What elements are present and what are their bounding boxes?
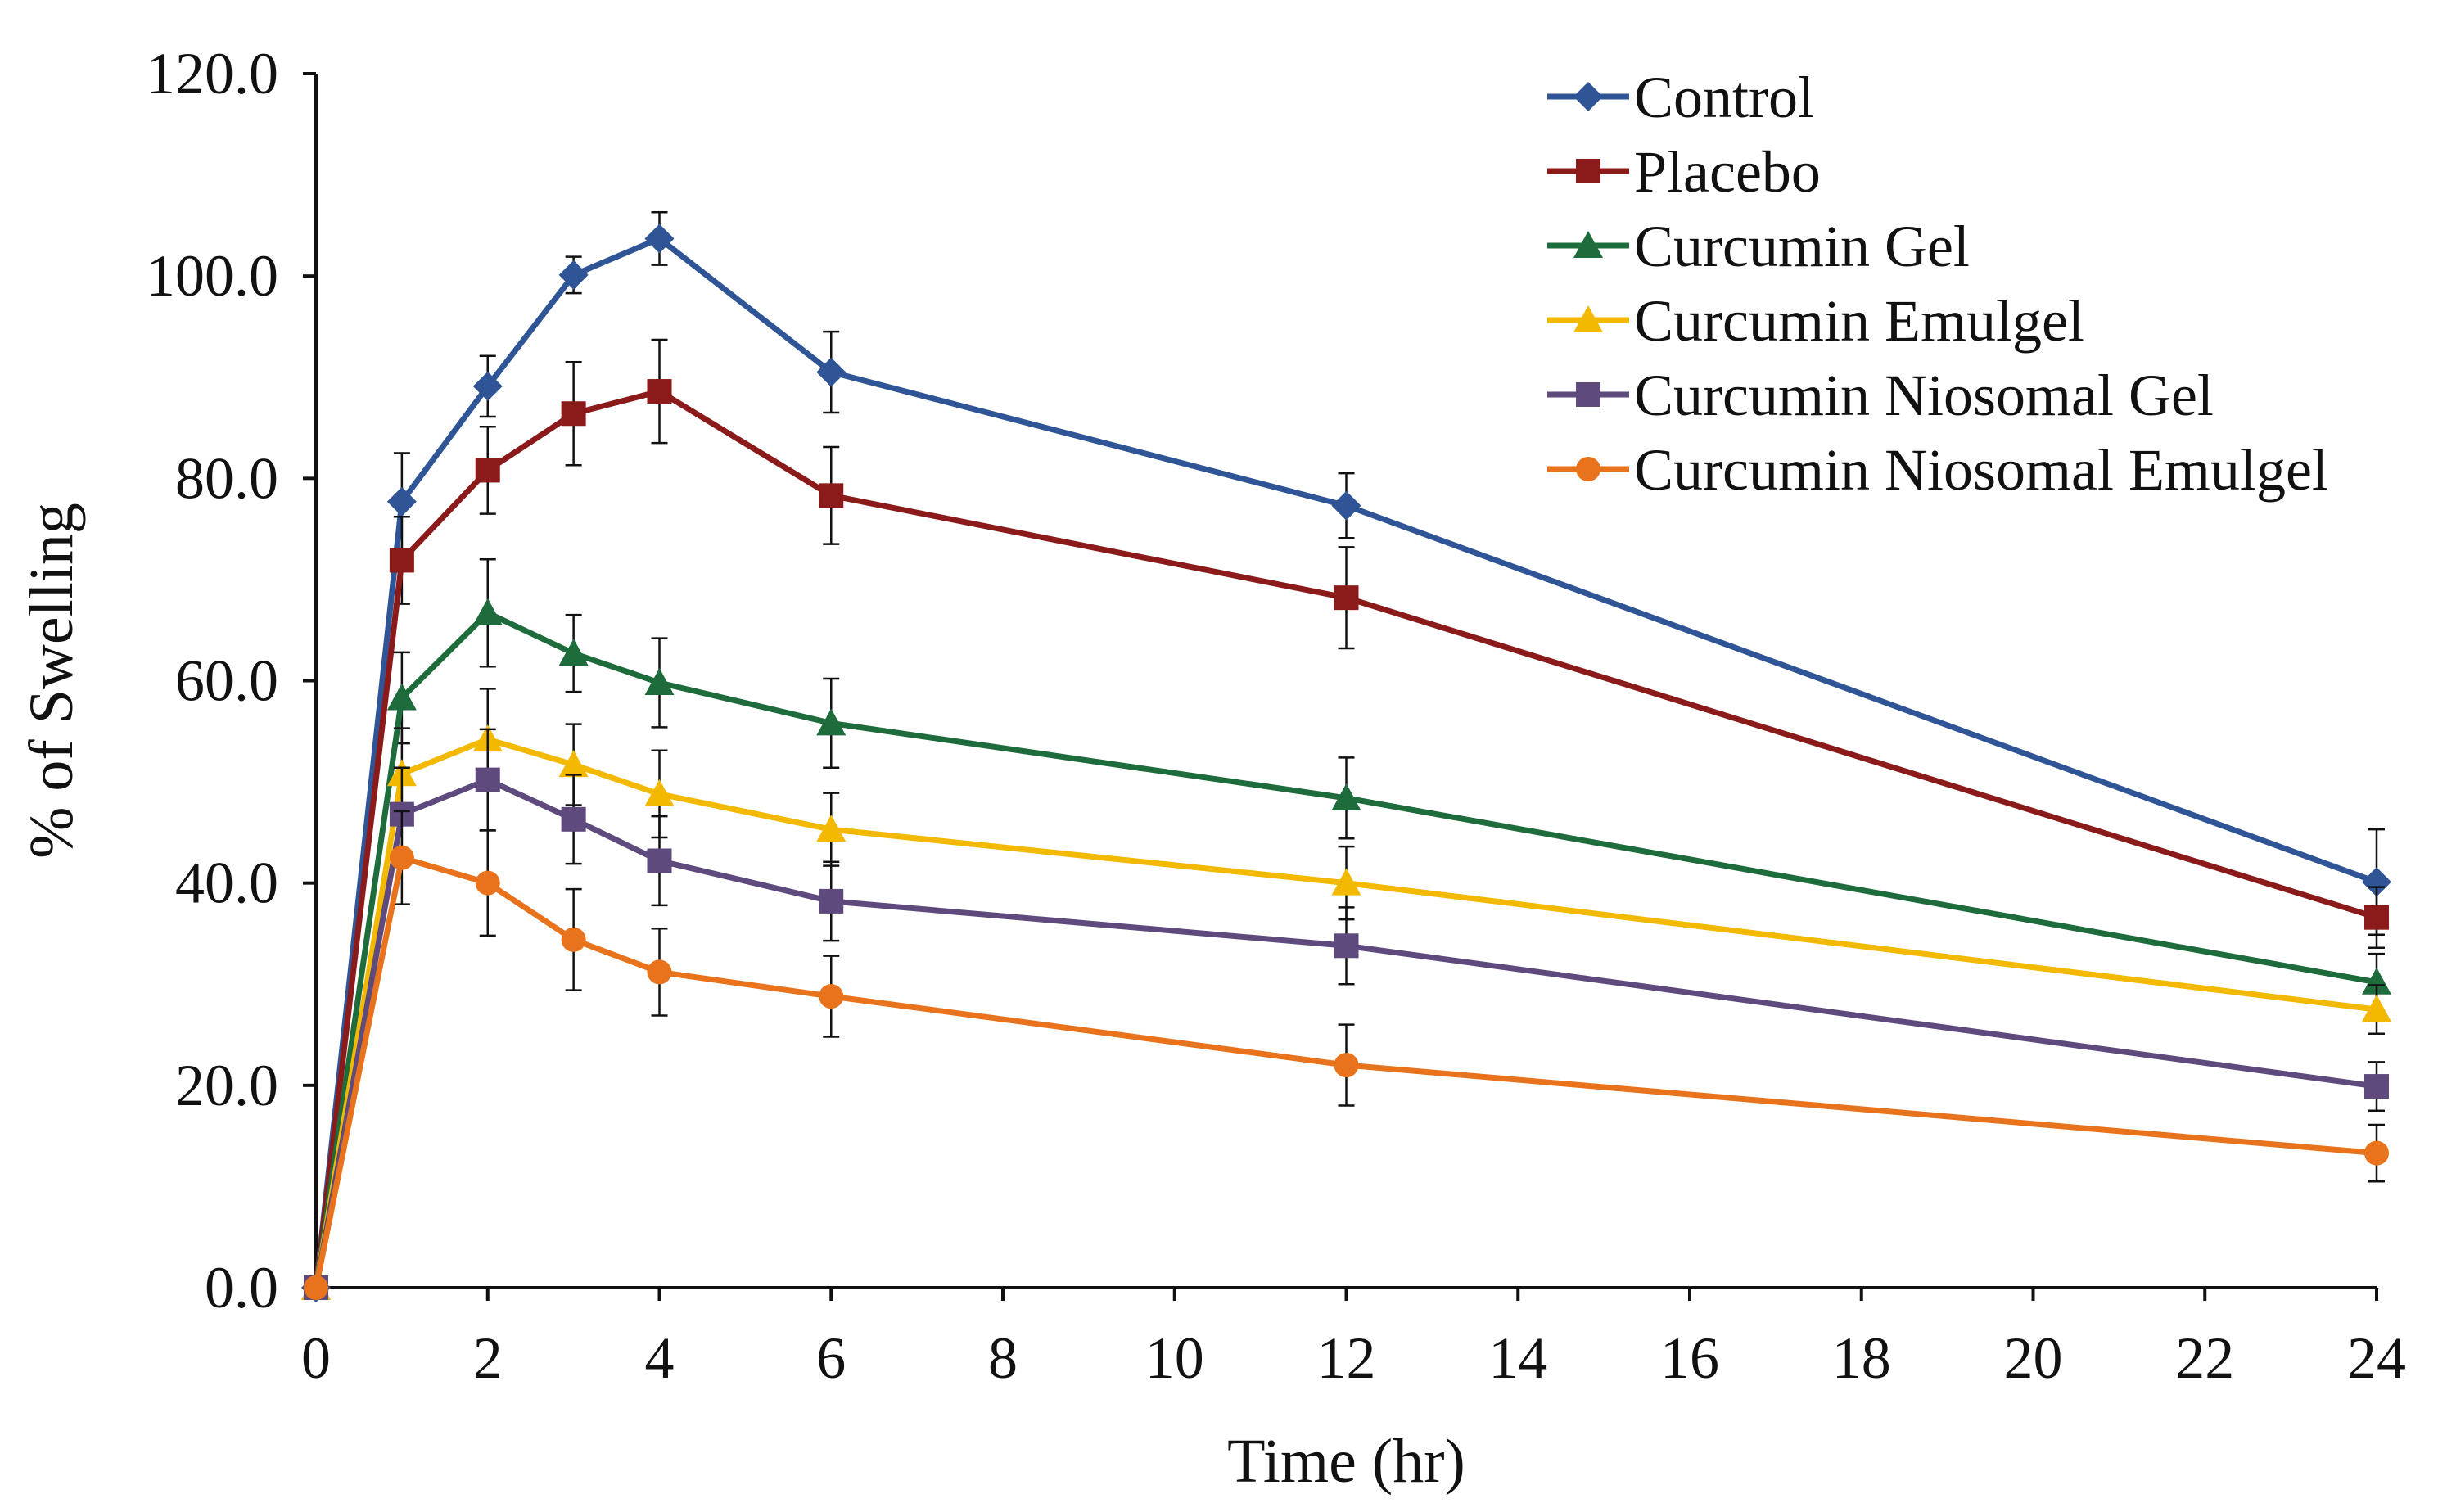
data-point-curcumin-niosomal-emulgel xyxy=(304,1275,328,1300)
series-layer xyxy=(301,211,2391,1302)
data-point-curcumin-niosomal-gel xyxy=(647,848,672,873)
x-axis-title: Time (hr) xyxy=(1227,1427,1465,1496)
x-tick-label: 6 xyxy=(816,1325,846,1391)
data-point-placebo xyxy=(389,548,414,573)
data-point-control xyxy=(386,486,417,517)
x-tick-label: 18 xyxy=(1832,1325,1891,1391)
x-tick-label: 2 xyxy=(473,1325,503,1391)
legend-item-placebo: Placebo xyxy=(1547,139,1821,205)
y-tick-label: 120.0 xyxy=(146,41,278,106)
y-tick-label: 80.0 xyxy=(175,445,278,511)
legend-marker xyxy=(1573,305,1603,332)
y-tick-label: 40.0 xyxy=(175,851,278,916)
y-axis-title: % of Swelling xyxy=(17,503,86,859)
data-point-curcumin-gel xyxy=(472,598,503,625)
data-point-curcumin-niosomal-gel xyxy=(819,888,844,914)
legend-item-curcumin-gel: Curcumin Gel xyxy=(1547,214,1970,279)
legend-label: Curcumin Gel xyxy=(1634,214,1970,279)
data-point-curcumin-gel xyxy=(558,639,589,666)
y-tick-label: 0.0 xyxy=(205,1255,278,1320)
legend-item-control: Control xyxy=(1547,65,1814,130)
x-tick-label: 24 xyxy=(2347,1325,2406,1391)
series-curcumin-gel xyxy=(301,557,2391,1300)
x-tick-label: 8 xyxy=(988,1325,1018,1391)
data-point-curcumin-niosomal-emulgel xyxy=(475,870,500,896)
data-point-curcumin-gel xyxy=(386,683,417,711)
series-line-placebo xyxy=(313,388,2378,1289)
data-point-placebo xyxy=(561,401,586,427)
data-point-control xyxy=(1331,490,1361,521)
series-line-curcumin-niosomal-emulgel xyxy=(313,855,2377,1289)
data-point-curcumin-niosomal-gel xyxy=(561,806,586,832)
x-tick-label: 16 xyxy=(1660,1325,1719,1391)
legend-marker xyxy=(1576,382,1600,407)
series-placebo xyxy=(304,338,2389,1300)
legend-label: Curcumin Niosomal Gel xyxy=(1634,363,2214,428)
y-tick-label: 20.0 xyxy=(175,1053,278,1118)
data-point-control xyxy=(644,223,675,254)
x-tick-label: 12 xyxy=(1317,1325,1376,1391)
legend-item-curcumin-niosomal-emulgel: Curcumin Niosomal Emulgel xyxy=(1547,437,2328,503)
data-point-curcumin-niosomal-emulgel xyxy=(2364,1140,2389,1166)
data-point-control xyxy=(472,371,503,401)
data-point-placebo xyxy=(1334,585,1359,611)
data-point-placebo xyxy=(2364,905,2389,930)
data-point-curcumin-niosomal-emulgel xyxy=(819,984,844,1009)
data-point-curcumin-niosomal-gel xyxy=(1334,933,1359,959)
legend-label: Curcumin Emulgel xyxy=(1634,288,2084,354)
data-point-placebo xyxy=(819,483,844,508)
data-point-placebo xyxy=(475,458,500,483)
data-point-curcumin-niosomal-emulgel xyxy=(561,927,586,952)
data-point-curcumin-gel xyxy=(644,667,675,695)
data-point-curcumin-gel xyxy=(2362,967,2391,995)
legend-marker xyxy=(1576,457,1600,481)
data-point-curcumin-niosomal-gel xyxy=(475,767,500,792)
legend-label: Placebo xyxy=(1634,139,1821,205)
legend-item-curcumin-emulgel: Curcumin Emulgel xyxy=(1547,288,2084,354)
legend-marker xyxy=(1573,82,1603,111)
y-tick-label: 100.0 xyxy=(146,243,278,309)
data-point-curcumin-emulgel xyxy=(644,779,675,806)
data-point-curcumin-gel xyxy=(816,708,847,736)
data-point-control xyxy=(2362,867,2391,897)
x-tick-label: 22 xyxy=(2175,1325,2234,1391)
data-point-control xyxy=(558,260,589,290)
series-line-control xyxy=(313,235,2378,1289)
legend-label: Curcumin Niosomal Emulgel xyxy=(1634,437,2328,503)
x-tick-label: 4 xyxy=(645,1325,675,1391)
legend: Control Placebo Curcumin Gel Curcumin Emulg… xyxy=(1547,65,2328,503)
legend-marker xyxy=(1573,231,1603,258)
series-curcumin-niosomal-emulgel xyxy=(304,810,2389,1300)
series-line-curcumin-gel xyxy=(313,610,2377,1289)
x-tick-label: 14 xyxy=(1488,1325,1547,1391)
data-point-curcumin-emulgel xyxy=(558,750,589,778)
data-point-curcumin-gel xyxy=(1331,783,1361,810)
data-point-control xyxy=(816,357,847,387)
series-curcumin-emulgel xyxy=(301,688,2391,1300)
data-point-curcumin-niosomal-emulgel xyxy=(389,845,414,870)
legend-label: Control xyxy=(1634,65,1814,130)
series-line-curcumin-niosomal-gel xyxy=(313,777,2377,1289)
data-point-curcumin-niosomal-emulgel xyxy=(647,959,672,985)
data-point-curcumin-emulgel xyxy=(1331,868,1361,896)
series-line-curcumin-emulgel xyxy=(313,736,2377,1289)
data-point-placebo xyxy=(647,379,672,404)
x-tick-label: 0 xyxy=(301,1325,331,1391)
legend-marker xyxy=(1576,159,1600,183)
x-tick-label: 20 xyxy=(2004,1325,2063,1391)
x-tick-label: 10 xyxy=(1145,1325,1204,1391)
data-point-curcumin-niosomal-emulgel xyxy=(1334,1053,1359,1078)
data-point-curcumin-emulgel xyxy=(816,815,847,842)
y-tick-label: 60.0 xyxy=(175,648,278,714)
legend-item-curcumin-niosomal-gel: Curcumin Niosomal Gel xyxy=(1547,363,2214,428)
data-point-curcumin-emulgel xyxy=(2362,995,2391,1022)
data-point-curcumin-niosomal-gel xyxy=(2364,1074,2389,1099)
